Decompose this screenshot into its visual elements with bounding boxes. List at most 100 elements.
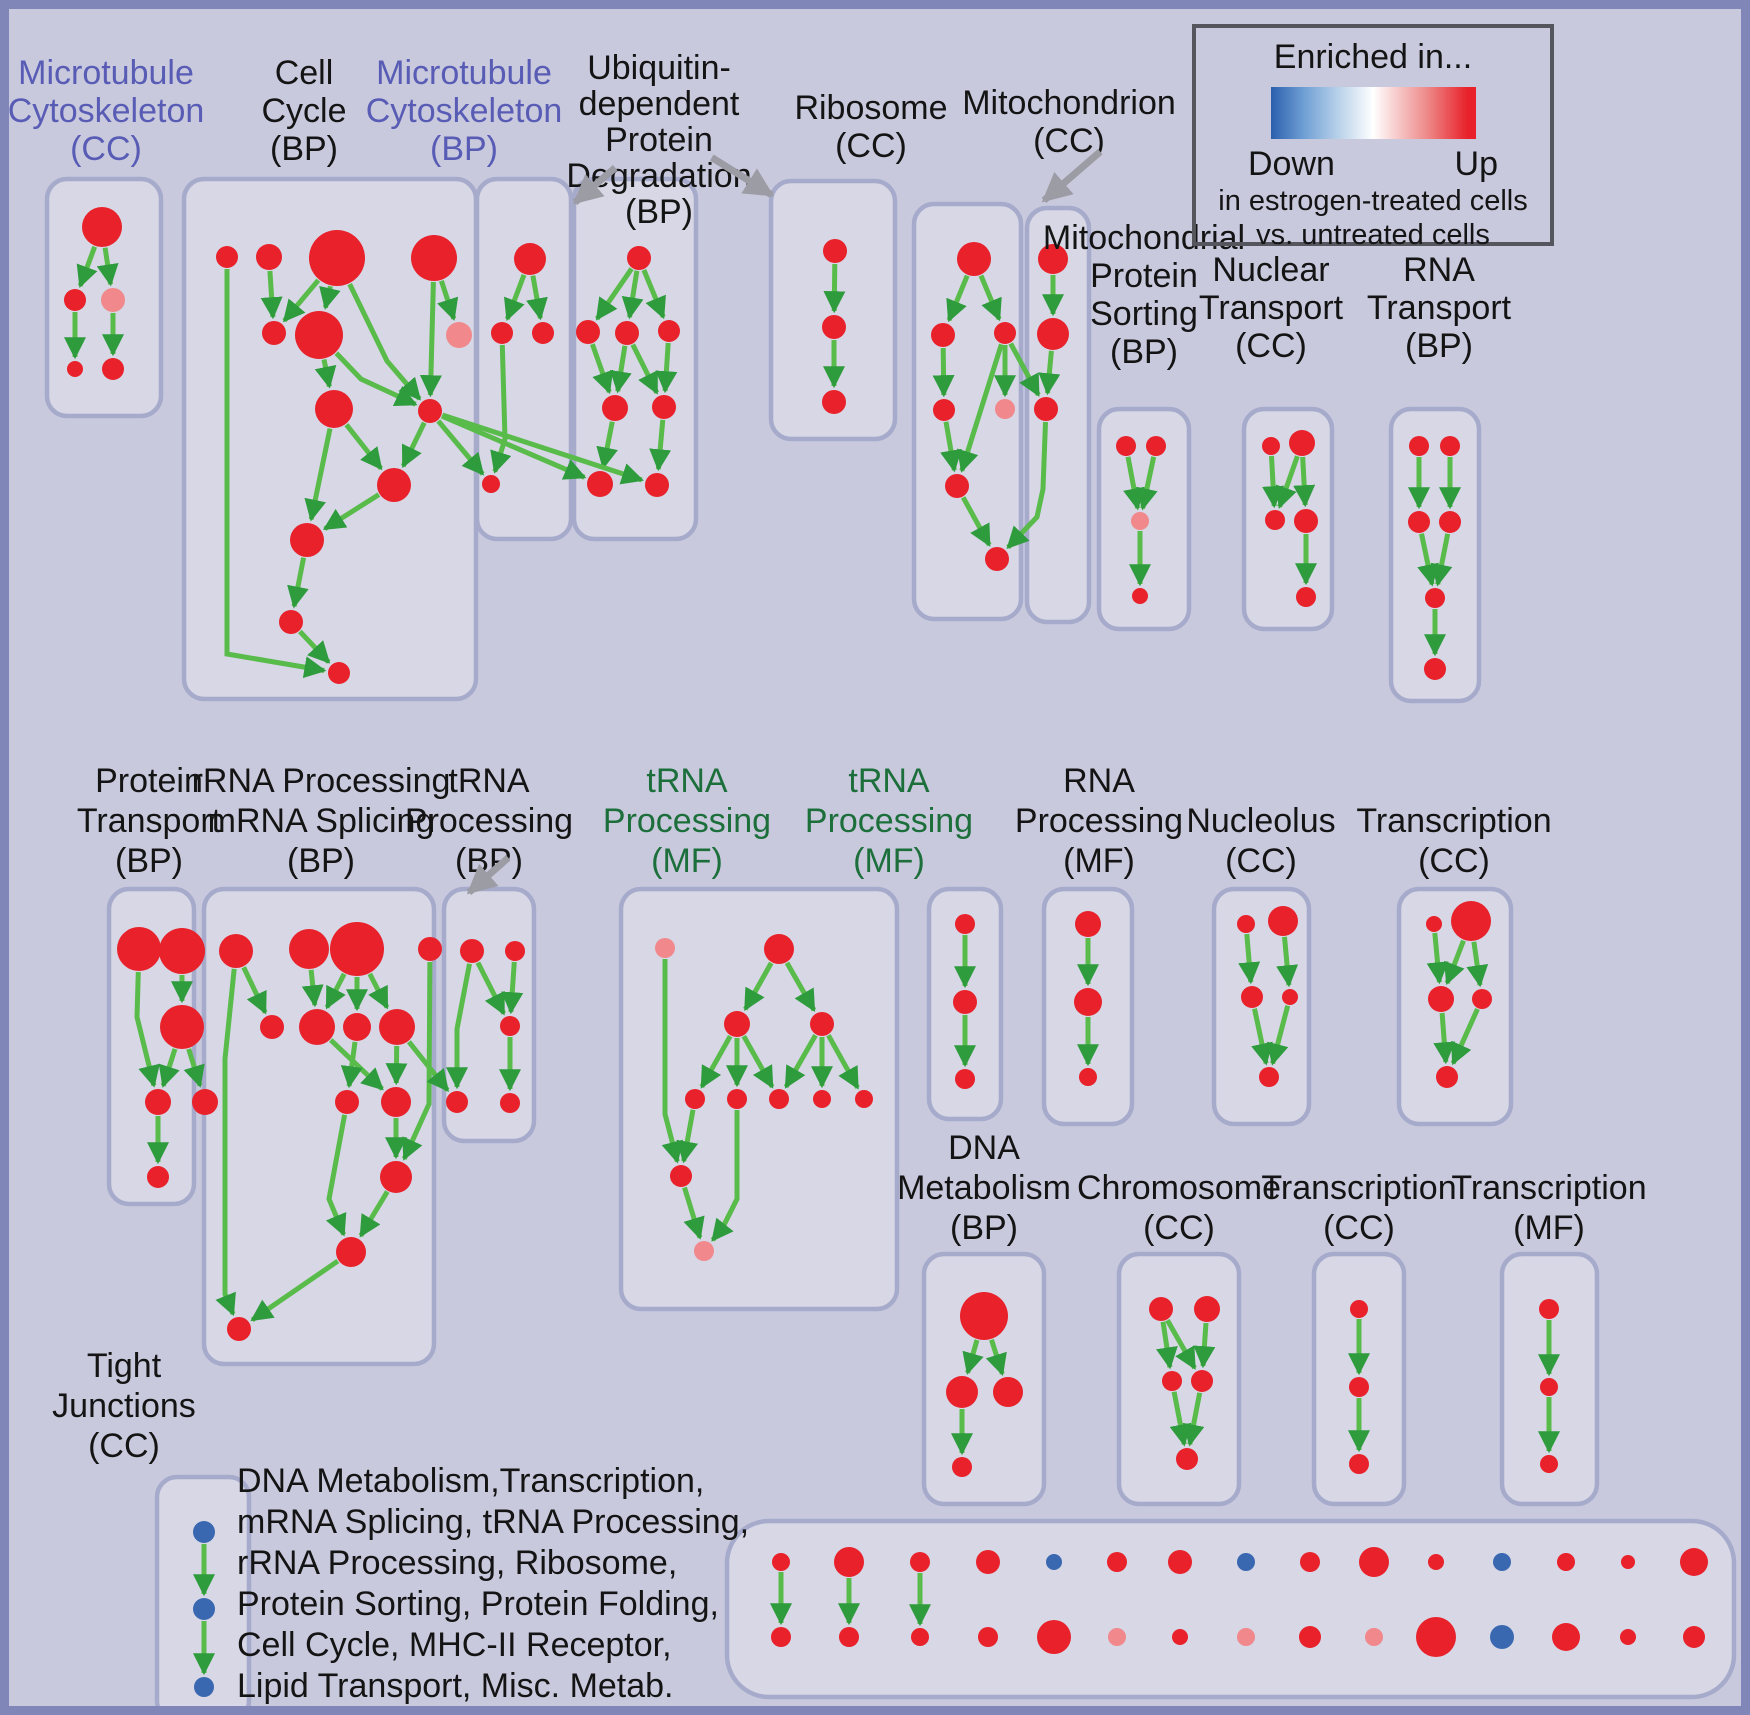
- notes-line: mRNA Splicing, tRNA Processing,: [237, 1503, 750, 1541]
- edge-arrow: [134, 971, 160, 1088]
- go-term-node-misc-terms-strip: [1490, 1625, 1514, 1649]
- go-term-node-trna-processing-mf-2: [955, 914, 975, 934]
- edge-arrow: [940, 421, 962, 473]
- go-term-node-rna-processing-mf: [1079, 1068, 1097, 1086]
- go-term-node-protein-transport: [145, 1089, 171, 1115]
- edge-arrow: [96, 247, 119, 287]
- edge-arrow: [224, 269, 327, 679]
- edge-arrow: [1433, 1012, 1456, 1065]
- edge-arrow: [340, 1041, 363, 1089]
- edge-arrow: [400, 421, 427, 469]
- cluster-label-protein-transport: Protein Transport (BP): [77, 762, 222, 880]
- edge-arrow: [649, 419, 672, 472]
- edge-arrow: [676, 1109, 699, 1164]
- go-term-node-trna-processing-mf-1: [764, 934, 794, 964]
- go-term-node-rrna-processing-mrna-splicing: [260, 1015, 284, 1039]
- go-term-node-ribosome-cc: [957, 242, 991, 276]
- edge-arrow: [215, 968, 237, 1317]
- go-term-node-chromosome-cc: [1162, 1371, 1182, 1391]
- go-term-node-rrna-processing-mrna-splicing: [336, 1237, 366, 1267]
- go-term-node-microtubule-cytoskeleton-cc: [102, 358, 124, 380]
- go-term-node-protein-transport: [117, 927, 161, 971]
- network-diagram: Microtubule Cytoskeleton (CC) Cell Cycle (BP)…: [9, 49, 1737, 1706]
- cluster-label-transcription-mf: Transcription (MF): [1451, 1169, 1646, 1247]
- cluster-box-nuclear-transport: [1241, 406, 1335, 632]
- go-term-node-trna-processing-mf-1: [694, 1241, 714, 1261]
- cluster-labels: Microtubule Cytoskeleton (CC) Cell Cycle (BP)…: [9, 49, 1647, 1465]
- go-term-node-misc-terms-strip: [771, 1627, 791, 1647]
- go-term-node-ubiquitin-dependent-protein-degradation-1: [627, 246, 651, 270]
- edge-arrow: [1417, 533, 1439, 587]
- edge-arrow: [490, 344, 512, 474]
- go-term-node-chromosome-cc: [1149, 1297, 1173, 1321]
- go-term-node-misc-terms-strip: [1046, 1554, 1062, 1570]
- go-term-node-microtubule-cytoskeleton-bp: [482, 475, 500, 493]
- go-term-node-ribosome-cc: [945, 474, 969, 498]
- go-term-node-rna-transport: [1425, 588, 1445, 608]
- go-term-node-microtubule-cytoskeleton-bp: [532, 322, 554, 344]
- legend-gradient-bar: [1270, 87, 1476, 139]
- edges: [63, 245, 1561, 1676]
- edge-arrow: [1136, 456, 1158, 511]
- go-term-node-misc-terms-strip: [1300, 1552, 1320, 1572]
- cluster-box-misc-terms-strip: [724, 1518, 1737, 1700]
- go-term-node-microtubule-cytoskeleton-cc: [82, 207, 122, 247]
- go-term-node-rna-transport: [1439, 511, 1461, 533]
- go-term-node-mitochondrion-cc: [1037, 318, 1069, 350]
- edge-arrow: [962, 1339, 984, 1375]
- go-term-node-misc-terms-strip: [910, 1552, 930, 1572]
- edge-arrow: [1165, 1319, 1197, 1370]
- edge-arrow: [595, 267, 634, 321]
- edge-arrow: [823, 263, 846, 314]
- edge-arrow: [358, 1190, 390, 1238]
- misc-terms-text: DNA Metabolism,Transcription, mRNA Splic…: [237, 1461, 750, 1706]
- edge-arrow: [1038, 350, 1061, 396]
- edge-arrow: [344, 423, 383, 471]
- nodes: [64, 207, 1708, 1697]
- go-term-node-transcription-cc-row2: [1472, 989, 1492, 1009]
- go-term-node-transcription-cc-row2: [1426, 916, 1442, 932]
- go-term-node-nucleolus-cc: [1237, 915, 1255, 933]
- go-term-node-cell-cycle: [328, 662, 350, 684]
- go-term-node-trna-processing-mf-2: [953, 990, 977, 1014]
- ubiquitin-left-arrow: [572, 165, 618, 206]
- go-term-node-cell-cycle: [216, 246, 238, 268]
- edge-arrow: [325, 1114, 348, 1237]
- go-term-node-chromosome-cc: [1191, 1370, 1213, 1392]
- edge-arrow: [419, 281, 442, 398]
- legend-box: Enriched in... Down Up in estrogen-treat…: [1192, 24, 1554, 251]
- go-term-node-tight-junctions: [193, 1521, 215, 1543]
- legend-subtitle-1: in estrogen-treated cells: [1218, 185, 1528, 217]
- go-term-node-rna-transport: [1409, 436, 1429, 456]
- cluster-box-rna-transport: [1388, 406, 1482, 704]
- mitochondrion-arrow: [1041, 149, 1103, 204]
- go-term-node-chromosome-cc: [1194, 1296, 1220, 1322]
- edge-arrow: [437, 280, 459, 321]
- go-term-node-misc-terms-strip: [1557, 1553, 1575, 1571]
- edge-arrow: [1276, 936, 1299, 988]
- go-term-node-transcription-cc-row3: [1349, 1454, 1369, 1474]
- edge-arrow: [475, 961, 506, 1016]
- edge-arrow: [401, 961, 433, 1161]
- go-term-node-misc-terms-strip: [978, 1627, 998, 1647]
- edge-arrow: [441, 412, 644, 485]
- go-term-node-ubiquitin-dependent-protein-degradation-2: [822, 315, 846, 339]
- cluster-label-dna-metabolism: DNA Metabolism (BP): [897, 1129, 1071, 1247]
- edge-arrow: [1251, 1008, 1273, 1066]
- legend-down-label: Down: [1248, 145, 1335, 183]
- cluster-label-transcription-cc-row3: Transcription (CC): [1261, 1169, 1456, 1247]
- go-term-node-rna-transport: [1408, 511, 1430, 533]
- edge-arrow: [314, 359, 337, 389]
- go-term-node-dna-metabolism: [993, 1377, 1023, 1407]
- go-term-node-cell-cycle: [262, 321, 286, 345]
- edge-arrow: [1426, 932, 1449, 985]
- go-term-node-dna-metabolism: [952, 1457, 972, 1477]
- cluster-label-rna-transport: RNA Transport (BP): [1367, 251, 1512, 365]
- go-term-node-nucleolus-cc: [1241, 986, 1263, 1008]
- cluster-label-cell-cycle: Cell Cycle (BP): [261, 54, 346, 168]
- go-term-node-ubiquitin-dependent-protein-degradation-1: [615, 321, 639, 345]
- go-term-node-rrna-processing-mrna-splicing: [335, 1090, 359, 1114]
- go-term-node-transcription-cc-row3: [1350, 1300, 1368, 1318]
- go-term-node-misc-terms-strip: [1237, 1553, 1255, 1571]
